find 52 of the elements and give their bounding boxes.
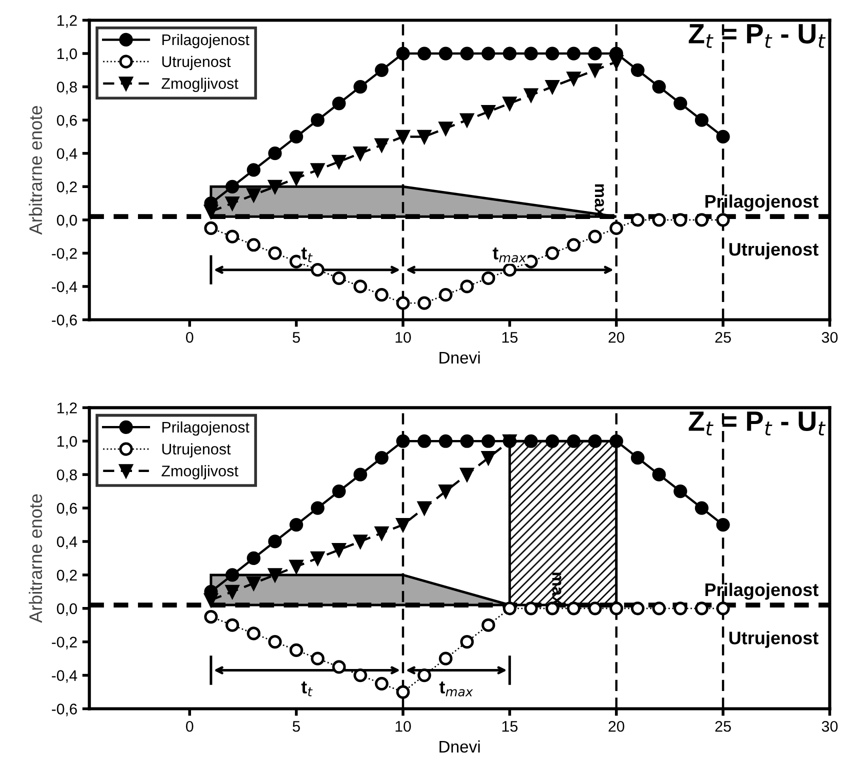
x-axis-title: Dnevi [440, 351, 480, 364]
y-tick-label: 1,0 [57, 436, 77, 449]
y-tick-label: -0,2 [52, 248, 77, 261]
y-tick-label: 0,0 [56, 603, 77, 616]
x-tick-label: 20 [608, 720, 624, 732]
x-tick-label: 5 [292, 332, 300, 343]
annotation: Prilagojenost [705, 194, 818, 212]
x-tick-label: 10 [396, 332, 411, 343]
legend-label: Utrujenost [162, 56, 231, 70]
y-tick-label: 1,0 [57, 48, 77, 61]
x-tick-label: 5 [292, 721, 300, 732]
x-tick-label: 10 [396, 720, 411, 732]
x-tick-label: 25 [715, 332, 731, 343]
y-tick-label: 0,2 [56, 570, 77, 582]
y-tick-label: -0,6 [52, 314, 77, 328]
y-tick-label: -0,6 [52, 704, 77, 716]
y-axis-title: Arbitrarne enote [28, 106, 42, 235]
y-tick-label: 0,8 [56, 469, 77, 482]
y-tick-label: -0,4 [52, 670, 78, 683]
annotation: t$_{max}$ [492, 248, 526, 262]
annotation: t$_{t}$ [301, 681, 313, 696]
legend-label: Prilagojenost [162, 34, 250, 48]
legend-label: Zmogljivost [162, 78, 238, 92]
x-tick-label: 30 [822, 332, 838, 343]
x-tick-label: 0 [186, 720, 194, 732]
annotation: Utrujenost [729, 631, 818, 648]
annotation: Utrujenost [729, 242, 818, 260]
y-tick-label: 1,2 [57, 15, 77, 28]
x-tick-label: 0 [186, 332, 194, 343]
x-tick-label: 20 [608, 332, 624, 343]
y-tick-label: 0,0 [56, 214, 77, 228]
legend-label: Prilagojenost [162, 421, 250, 436]
legend-label: Utrujenost [162, 443, 231, 458]
y-tick-label: -0,4 [52, 281, 78, 294]
x-tick-label: 15 [502, 332, 518, 343]
y-tick-label: -0,2 [52, 636, 77, 650]
annotation: Prilagojenost [705, 582, 818, 600]
x-axis-title: Dnevi [440, 740, 480, 753]
legend-label: Zmogljivost [162, 465, 238, 480]
x-tick-label: 30 [822, 720, 838, 732]
y-tick-label: 0,8 [56, 82, 77, 94]
y-tick-label: 0,6 [56, 502, 77, 516]
y-tick-label: 0,2 [56, 182, 77, 194]
y-tick-label: 1,2 [57, 402, 77, 416]
x-tick-label: 15 [502, 721, 518, 732]
annotation: t$_{t}$ [301, 248, 313, 262]
y-tick-label: 0,6 [56, 114, 77, 128]
y-axis-title: Arbitrarne enote [28, 494, 42, 623]
y-tick-label: 0,4 [56, 148, 78, 161]
x-tick-label: 25 [715, 720, 731, 732]
y-tick-label: 0,4 [56, 536, 78, 549]
annotation: t$_{max}$ [439, 681, 474, 696]
